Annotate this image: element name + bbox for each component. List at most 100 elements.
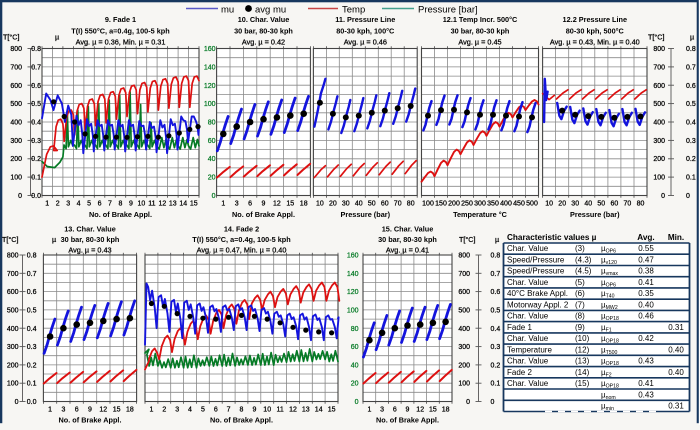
svg-text:0: 0: [686, 193, 690, 200]
svg-text:15: 15: [190, 201, 198, 208]
svg-text:15: 15: [286, 201, 294, 208]
svg-text:10: 10: [263, 407, 271, 414]
svg-text:0.43: 0.43: [638, 390, 654, 399]
svg-text:Avg. µ = 0.41: Avg. µ = 0.41: [386, 245, 429, 254]
svg-text:0.8: 0.8: [31, 46, 41, 53]
svg-text:80: 80: [351, 326, 359, 333]
svg-text:0: 0: [18, 193, 22, 200]
svg-text:0.2: 0.2: [27, 362, 37, 369]
svg-text:0.7: 0.7: [31, 64, 41, 71]
svg-text:80: 80: [407, 201, 415, 208]
svg-text:0: 0: [212, 193, 216, 200]
svg-text:18: 18: [300, 201, 308, 208]
svg-text:0.43: 0.43: [638, 357, 654, 366]
svg-text:5: 5: [201, 407, 205, 414]
svg-text:11. Pressure Line: 11. Pressure Line: [335, 15, 395, 24]
svg-text:0.1: 0.1: [491, 381, 501, 388]
svg-text:10: 10: [316, 201, 324, 208]
svg-text:0.40: 0.40: [638, 300, 654, 309]
svg-text:Speed/Pressure: Speed/Pressure: [507, 267, 565, 276]
svg-text:9: 9: [262, 201, 266, 208]
svg-text:18: 18: [442, 407, 450, 414]
svg-text:0.1: 0.1: [31, 175, 41, 182]
svg-text:120: 120: [347, 289, 359, 296]
svg-text:0.31: 0.31: [668, 402, 684, 411]
svg-text:(3): (3): [575, 244, 585, 253]
svg-text:Temp: Temp: [342, 5, 365, 16]
svg-text:300: 300: [10, 138, 22, 145]
svg-text:140: 140: [347, 271, 359, 278]
svg-text:µOP18: µOP18: [601, 379, 619, 390]
svg-text:Char. Value: Char. Value: [507, 244, 549, 253]
svg-text:100: 100: [653, 175, 665, 182]
svg-text:0.0: 0.0: [31, 193, 41, 200]
svg-text:100: 100: [458, 381, 470, 388]
svg-text:0.41: 0.41: [638, 379, 654, 388]
svg-text:µ: µ: [690, 33, 694, 42]
svg-text:60: 60: [208, 138, 216, 145]
svg-text:0: 0: [661, 193, 665, 200]
svg-text:0.5: 0.5: [686, 101, 696, 108]
svg-text:700: 700: [458, 271, 470, 278]
svg-text:400: 400: [500, 201, 512, 208]
svg-text:Avg. µ = 0.46: Avg. µ = 0.46: [344, 38, 387, 47]
svg-text:Avg. µ = 0.43, Min. µ = 0.40: Avg. µ = 0.43, Min. µ = 0.40: [550, 38, 640, 47]
svg-text:6: 6: [248, 201, 252, 208]
svg-text:30: 30: [571, 201, 579, 208]
svg-text:500: 500: [7, 307, 19, 314]
svg-text:80-30 kph, 500°C: 80-30 kph, 500°C: [566, 27, 625, 36]
svg-text:Pressure (bar): Pressure (bar): [570, 210, 620, 219]
svg-text:10: 10: [545, 201, 553, 208]
svg-text:0.7: 0.7: [27, 271, 37, 278]
svg-text:Temperature °C: Temperature °C: [453, 210, 508, 219]
svg-text:µv120: µv120: [601, 256, 617, 267]
svg-text:200: 200: [448, 201, 460, 208]
svg-text:0.40: 0.40: [668, 368, 684, 377]
svg-text:15: 15: [113, 407, 121, 414]
svg-text:60: 60: [381, 201, 389, 208]
svg-text:3: 3: [380, 407, 384, 414]
svg-text:µ: µ: [55, 33, 59, 42]
svg-text:40: 40: [355, 201, 363, 208]
svg-text:0.7: 0.7: [491, 271, 501, 278]
svg-text:500: 500: [653, 101, 665, 108]
svg-text:30 bar, 80-30 kph: 30 bar, 80-30 kph: [61, 235, 120, 244]
svg-text:12: 12: [99, 407, 107, 414]
svg-text:600: 600: [458, 289, 470, 296]
svg-text:6: 6: [214, 407, 218, 414]
svg-text:0.0: 0.0: [27, 399, 37, 406]
svg-text:11: 11: [148, 201, 155, 208]
svg-text:200: 200: [10, 156, 22, 163]
svg-text:(4.3): (4.3): [575, 256, 592, 265]
svg-text:300: 300: [474, 201, 486, 208]
svg-text:7: 7: [108, 201, 112, 208]
svg-text:0.35: 0.35: [638, 289, 654, 298]
svg-text:(5): (5): [575, 278, 585, 287]
svg-text:0.1: 0.1: [686, 175, 696, 182]
svg-text:Motorway Appl. 2: Motorway Appl. 2: [507, 300, 569, 309]
svg-text:1: 1: [48, 407, 52, 414]
svg-text:Pressure [bar]: Pressure [bar]: [418, 5, 478, 16]
svg-text:40: 40: [208, 156, 216, 163]
svg-text:9: 9: [406, 407, 410, 414]
svg-text:No. of Brake Appl.: No. of Brake Appl.: [376, 416, 439, 425]
svg-text:30 bar, 80-30 kph: 30 bar, 80-30 kph: [451, 27, 510, 36]
svg-text:0.47: 0.47: [638, 256, 654, 265]
svg-text:No. of Brake Appl.: No. of Brake Appl.: [59, 416, 122, 425]
svg-text:(7): (7): [575, 300, 585, 309]
svg-text:20: 20: [558, 201, 566, 208]
svg-text:6: 6: [393, 407, 397, 414]
svg-text:800: 800: [10, 46, 22, 53]
svg-text:Avg. µ = 0.36, Min. µ = 0.31: Avg. µ = 0.36, Min. µ = 0.31: [76, 38, 166, 47]
svg-text:700: 700: [653, 64, 665, 71]
svg-text:20: 20: [351, 381, 359, 388]
svg-text:9: 9: [88, 407, 92, 414]
svg-text:µT500: µT500: [601, 345, 618, 356]
svg-text:450: 450: [513, 201, 525, 208]
svg-text:0.41: 0.41: [638, 278, 654, 287]
svg-text:Min.: Min.: [668, 233, 684, 242]
svg-text:7: 7: [227, 407, 231, 414]
svg-text:5: 5: [87, 201, 91, 208]
svg-text:100: 100: [204, 101, 216, 108]
svg-text:100: 100: [422, 201, 434, 208]
